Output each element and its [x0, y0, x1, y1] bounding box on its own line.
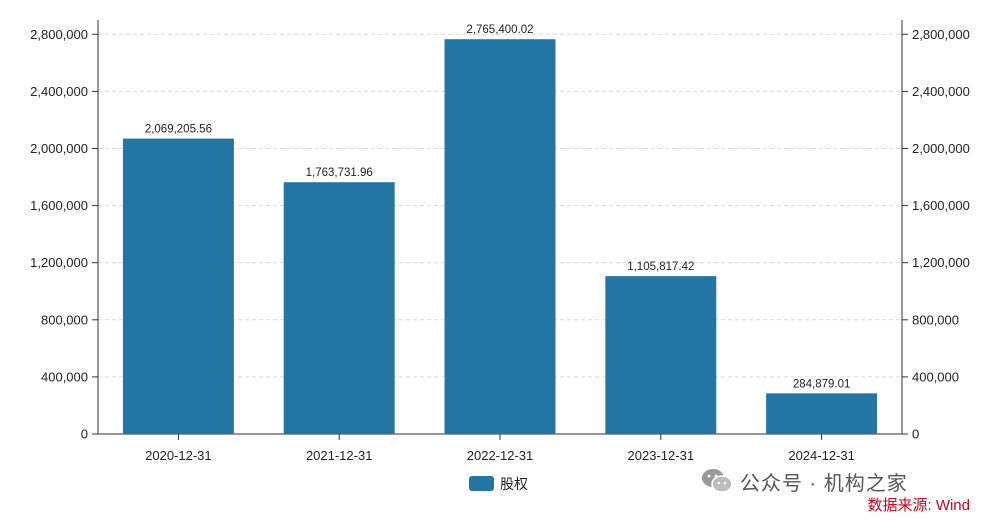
bar-value-label: 2,069,205.56 — [145, 124, 212, 136]
bar-value-label: 1,105,817.42 — [627, 261, 694, 273]
left-tick-label: 1,600,000 — [30, 198, 88, 213]
right-tick-label: 2,400,000 — [912, 84, 970, 99]
right-tick-label: 2,800,000 — [912, 27, 970, 42]
x-tick-label: 2021-12-31 — [306, 448, 373, 463]
watermark-text: 公众号 · 机构之家 — [740, 472, 908, 495]
x-tick-label: 2020-12-31 — [145, 448, 212, 463]
legend-swatch[interactable] — [469, 476, 494, 491]
bar — [444, 39, 556, 435]
left-tick-label: 800,000 — [41, 312, 88, 327]
left-tick-label: 2,800,000 — [30, 27, 88, 42]
left-tick-label: 2,400,000 — [30, 84, 88, 99]
bar-value-label: 2,765,400.02 — [466, 24, 533, 36]
left-tick-label: 1,200,000 — [30, 255, 88, 270]
bar — [122, 138, 234, 434]
right-tick-label: 800,000 — [912, 312, 959, 327]
bar — [605, 276, 717, 434]
left-y-axis: 0 400,000 800,000 1,200,000 1,600,000 2,000,0… — [30, 20, 99, 442]
left-tick-label: 400,000 — [41, 369, 88, 384]
x-axis: 2020-12-31 2021-12-31 2022-12-31 2023-12-31… — [98, 433, 902, 463]
watermark: 公众号 · 机构之家 — [700, 466, 908, 496]
bar — [283, 182, 395, 434]
data-source-label: 数据来源: Wind — [867, 497, 970, 514]
right-tick-label: 2,000,000 — [912, 141, 970, 156]
left-tick-label: 2,000,000 — [30, 141, 88, 156]
right-tick-label: 0 — [912, 427, 919, 442]
legend[interactable]: 股权 — [469, 476, 528, 492]
left-tick-label: 0 — [81, 427, 88, 442]
bar-value-label: 1,763,731.96 — [306, 167, 373, 179]
right-tick-label: 400,000 — [912, 369, 959, 384]
legend-label[interactable]: 股权 — [500, 476, 528, 492]
bars: 2,069,205.56 1,763,731.96 2,765,400.02 1,10… — [122, 24, 878, 435]
right-tick-label: 1,200,000 — [912, 255, 970, 270]
x-tick-label: 2022-12-31 — [467, 448, 534, 463]
bar — [766, 393, 878, 434]
wechat-icon — [702, 469, 733, 493]
x-tick-label: 2023-12-31 — [628, 448, 695, 463]
right-y-axis: 0 400,000 800,000 1,200,000 1,600,000 2,000,0… — [901, 20, 970, 442]
bar-value-label: 284,879.01 — [793, 378, 851, 390]
x-tick-label: 2024-12-31 — [788, 448, 855, 463]
right-tick-label: 1,600,000 — [912, 198, 970, 213]
